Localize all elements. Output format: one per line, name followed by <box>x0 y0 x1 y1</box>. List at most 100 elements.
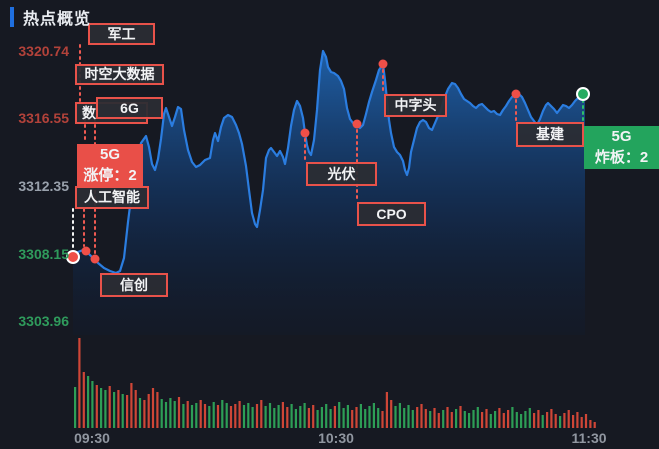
volume-bar <box>550 409 553 428</box>
topic-marker-dot <box>511 89 521 99</box>
topic-label-text: 基建 <box>536 126 564 143</box>
volume-bar <box>307 408 310 428</box>
volume-bar <box>147 394 150 428</box>
volume-bar <box>160 399 163 428</box>
volume-bar <box>87 376 90 428</box>
topic-label-基建[interactable]: 基建 <box>516 122 584 147</box>
topic-label-text: 6G <box>120 99 139 116</box>
volume-bar <box>403 408 406 428</box>
volume-bar <box>255 404 259 428</box>
volume-bar <box>394 406 397 428</box>
volume-bar <box>359 404 362 428</box>
volume-bar <box>95 385 98 428</box>
volume-bar <box>398 403 401 428</box>
index-price-line <box>71 49 587 275</box>
volume-bar <box>567 410 570 428</box>
volume-bar <box>455 409 458 428</box>
topic-label-人工智能[interactable]: 人工智能 <box>75 186 149 209</box>
volume-bar <box>494 411 497 428</box>
volume-bar <box>316 410 319 428</box>
volume-bar <box>100 388 103 428</box>
volume-bar <box>238 401 241 428</box>
volume-bar <box>572 415 575 428</box>
volume-bar <box>225 403 228 428</box>
volume-bar <box>303 403 306 428</box>
volume-bar <box>260 400 263 428</box>
volume-bar <box>264 406 267 428</box>
topic-marker-dot <box>300 128 310 138</box>
volume-bar <box>468 413 471 428</box>
topic-label-text: 时空大数据 <box>84 66 155 83</box>
volume-bar <box>82 372 85 428</box>
topic-label-信创[interactable]: 信创 <box>100 273 168 297</box>
topic-marker-dot <box>90 254 100 264</box>
volume-bar <box>134 390 137 428</box>
x-axis-time-label: 11:30 <box>571 430 607 446</box>
volume-bar <box>411 410 414 428</box>
volume-bar <box>143 400 146 428</box>
volume-bar <box>476 407 479 428</box>
volume-bar <box>186 401 189 428</box>
topic-label-时空大数据[interactable]: 时空大数据 <box>75 64 164 85</box>
volume-bar <box>78 338 81 428</box>
topic-label-5G-tooltip[interactable]: 5G 涨停：2 <box>77 144 143 187</box>
volume-bar <box>268 403 272 428</box>
volume-bar <box>156 392 159 428</box>
volume-bar <box>208 406 211 428</box>
panel-title: 热点概览 <box>23 11 92 28</box>
volume-bar <box>589 420 592 428</box>
volume-bar <box>355 407 358 428</box>
volume-bar <box>199 400 202 428</box>
volume-bar <box>221 400 224 428</box>
topic-label-text: 人工智能 <box>84 189 140 206</box>
volume-bar <box>351 410 354 428</box>
volume-bar <box>372 403 375 428</box>
volume-bar <box>182 404 185 428</box>
volume-bar <box>294 409 297 428</box>
volume-bar <box>113 392 116 428</box>
volume-bar <box>593 422 596 428</box>
topic-label-text: 信创 <box>120 276 148 293</box>
y-axis-price-label: 3308.15 <box>18 246 69 262</box>
volume-bar <box>151 388 155 428</box>
volume-bar <box>242 405 246 428</box>
volume-bar <box>281 402 284 428</box>
topic-marker-dot <box>378 59 388 69</box>
volume-bar <box>520 414 523 428</box>
topic-label-CPO[interactable]: CPO <box>357 202 426 226</box>
volume-bar <box>580 417 583 428</box>
volume-bar <box>498 408 501 428</box>
volume-bar <box>437 413 440 428</box>
volume-bar <box>502 413 505 428</box>
x-axis-time-label: 10:30 <box>318 430 354 446</box>
volume-bar <box>446 407 449 428</box>
topic-label-军工[interactable]: 军工 <box>88 23 155 45</box>
volume-bar <box>247 403 250 428</box>
volume-bar <box>286 407 289 428</box>
volume-bar <box>312 405 315 428</box>
volume-bar <box>342 408 345 428</box>
topic-label-中字头[interactable]: 中字头 <box>384 94 447 117</box>
topic-label-text: 5G <box>611 128 632 146</box>
volume-bar <box>416 407 419 428</box>
topic-label-subtext: 炸板：2 <box>594 148 649 166</box>
topic-label-光伏[interactable]: 光伏 <box>306 162 377 186</box>
volume-bar <box>333 406 336 428</box>
volume-bar <box>424 409 427 428</box>
volume-bar <box>559 416 562 428</box>
volume-bar <box>385 392 388 428</box>
volume-bar <box>407 405 410 428</box>
y-axis-price-label: 3320.74 <box>18 43 69 59</box>
topic-label-6G[interactable]: 6G <box>96 97 163 119</box>
topic-label-5G-tooltip[interactable]: 5G 炸板：2 <box>584 126 659 169</box>
volume-bar <box>511 407 514 428</box>
volume-bar <box>203 404 207 428</box>
volume-bar <box>130 383 133 428</box>
topic-label-text: 数 <box>82 104 96 121</box>
volume-bar <box>169 398 172 428</box>
volume-bar <box>117 390 120 428</box>
y-axis-price-label: 3303.96 <box>18 313 69 329</box>
volume-bar <box>429 411 432 428</box>
